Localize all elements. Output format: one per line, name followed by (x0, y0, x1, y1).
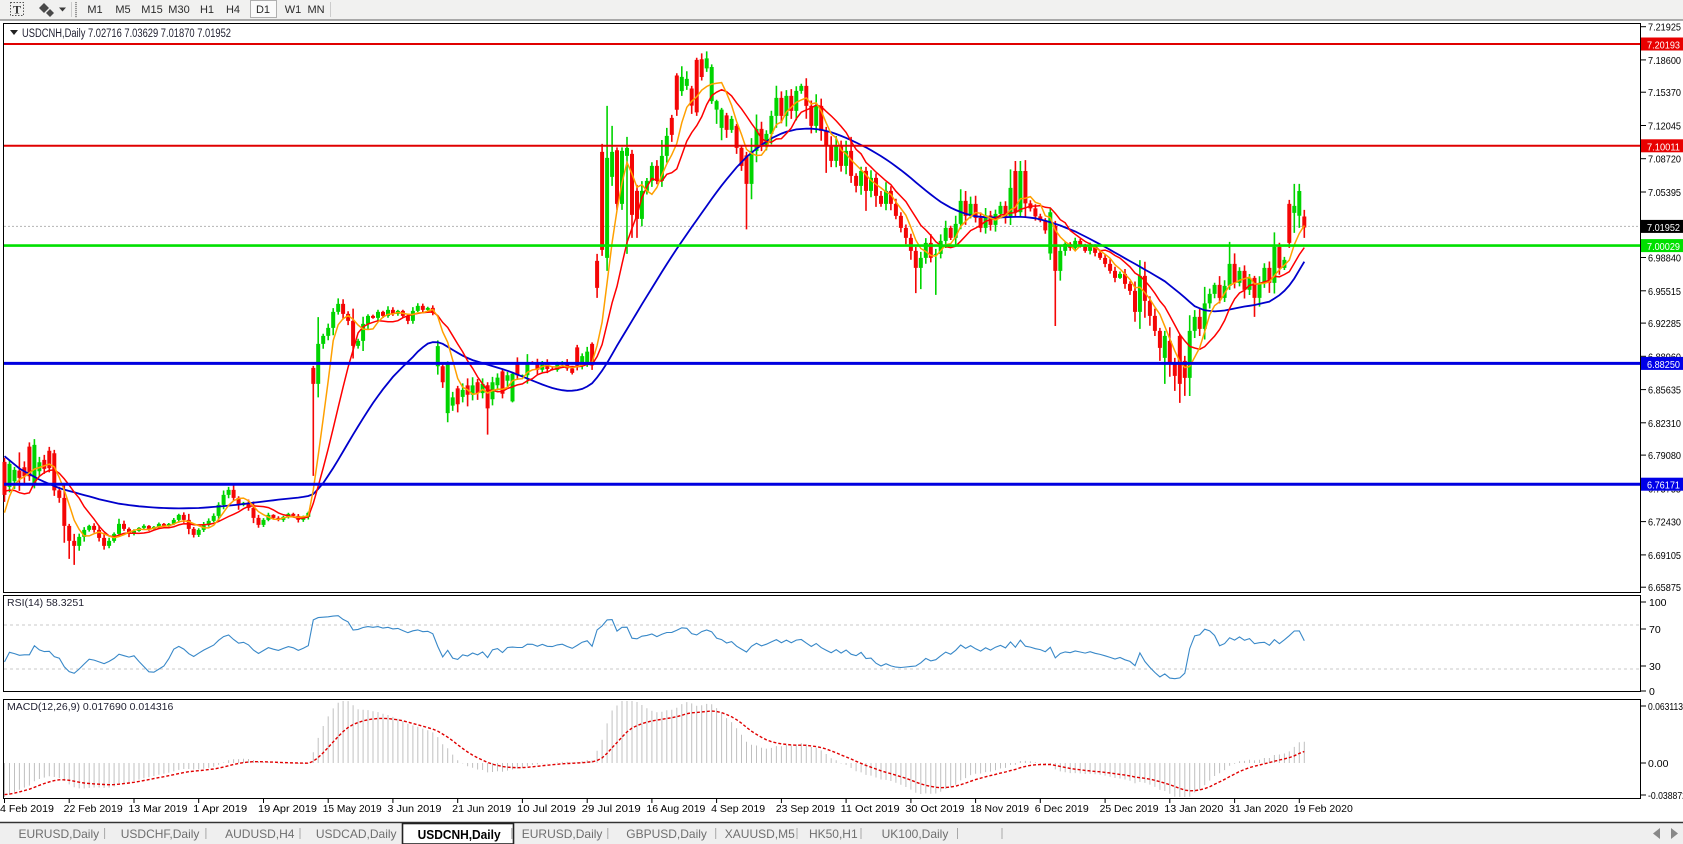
svg-text:23 Sep 2019: 23 Sep 2019 (776, 803, 835, 815)
svg-text:18 Nov 2019: 18 Nov 2019 (970, 803, 1029, 815)
svg-text:MN: MN (307, 4, 324, 16)
svg-text:6.69105: 6.69105 (1648, 550, 1681, 562)
svg-text:30 Oct 2019: 30 Oct 2019 (905, 803, 964, 815)
svg-text:6.95515: 6.95515 (1648, 286, 1681, 298)
svg-text:3 Jun 2019: 3 Jun 2019 (387, 803, 441, 815)
svg-text:15 May 2019: 15 May 2019 (323, 803, 382, 815)
svg-text:6.85635: 6.85635 (1648, 385, 1681, 397)
svg-text:22 Feb 2019: 22 Feb 2019 (64, 803, 123, 815)
svg-text:RSI(14) 58.3251: RSI(14) 58.3251 (7, 597, 84, 609)
svg-text:M1: M1 (87, 4, 102, 16)
svg-text:13 Jan 2020: 13 Jan 2020 (1164, 803, 1223, 815)
svg-text:4 Sep 2019: 4 Sep 2019 (711, 803, 765, 815)
svg-text:25 Dec 2019: 25 Dec 2019 (1100, 803, 1159, 815)
svg-text:M30: M30 (168, 4, 189, 16)
svg-text:6.98840: 6.98840 (1648, 253, 1681, 265)
svg-text:0.00: 0.00 (1648, 758, 1669, 770)
svg-text:13 Mar 2019: 13 Mar 2019 (129, 803, 188, 815)
svg-text:29 Jul 2019: 29 Jul 2019 (582, 803, 641, 815)
svg-text:7.08720: 7.08720 (1648, 154, 1681, 166)
svg-text:6.79080: 6.79080 (1648, 450, 1681, 462)
svg-text:7.12045: 7.12045 (1648, 121, 1681, 133)
svg-text:19 Feb 2020: 19 Feb 2020 (1294, 803, 1353, 815)
svg-text:XAUUSD,M5: XAUUSD,M5 (725, 827, 795, 841)
svg-text:31 Jan 2020: 31 Jan 2020 (1229, 803, 1288, 815)
svg-text:21 Jun 2019: 21 Jun 2019 (452, 803, 511, 815)
svg-text:10 Jul 2019: 10 Jul 2019 (517, 803, 576, 815)
svg-text:D1: D1 (256, 4, 270, 16)
svg-text:M15: M15 (141, 4, 162, 16)
svg-text:USDCAD,Daily: USDCAD,Daily (316, 827, 397, 841)
svg-text:70: 70 (1649, 624, 1661, 636)
svg-text:19 Apr 2019: 19 Apr 2019 (258, 803, 317, 815)
svg-text:-0.038872: -0.038872 (1648, 790, 1683, 802)
svg-text:1 Apr 2019: 1 Apr 2019 (193, 803, 247, 815)
svg-text:7.21925: 7.21925 (1648, 22, 1681, 34)
svg-text:7.20193: 7.20193 (1647, 40, 1680, 52)
svg-text:USDCNH,Daily 7.02716 7.03629: USDCNH,Daily 7.02716 7.03629 7.01870 7.0… (22, 28, 231, 40)
svg-text:T: T (13, 3, 21, 17)
svg-text:7.00029: 7.00029 (1647, 241, 1680, 253)
svg-text:7.01952: 7.01952 (1647, 222, 1680, 234)
svg-text:100: 100 (1649, 597, 1667, 609)
svg-text:GBPUSD,Daily: GBPUSD,Daily (626, 827, 707, 841)
svg-text:HK50,H1: HK50,H1 (809, 827, 858, 841)
svg-text:6.72430: 6.72430 (1648, 517, 1681, 529)
svg-text:6.92285: 6.92285 (1648, 318, 1681, 330)
svg-text:USDCNH,Daily: USDCNH,Daily (418, 828, 501, 842)
svg-text:11 Oct 2019: 11 Oct 2019 (841, 803, 900, 815)
svg-text:4 Feb 2019: 4 Feb 2019 (0, 803, 54, 815)
svg-text:0: 0 (1649, 686, 1655, 698)
svg-text:H1: H1 (200, 4, 214, 16)
svg-text:0.063113: 0.063113 (1648, 701, 1683, 713)
svg-text:7.15370: 7.15370 (1648, 87, 1681, 99)
svg-text:6.88250: 6.88250 (1647, 359, 1680, 371)
svg-text:AUDUSD,H4: AUDUSD,H4 (225, 827, 295, 841)
svg-text:16 Aug 2019: 16 Aug 2019 (646, 803, 705, 815)
svg-text:6.82310: 6.82310 (1648, 418, 1681, 430)
svg-text:H4: H4 (226, 4, 240, 16)
svg-text:W1: W1 (285, 4, 302, 16)
svg-text:EURUSD,Daily: EURUSD,Daily (522, 827, 603, 841)
svg-text:6.65875: 6.65875 (1648, 582, 1681, 594)
svg-text:7.05395: 7.05395 (1648, 187, 1681, 199)
svg-text:7.18600: 7.18600 (1648, 55, 1681, 67)
svg-text:UK100,Daily: UK100,Daily (882, 827, 949, 841)
svg-text:30: 30 (1649, 661, 1661, 673)
svg-text:USDCHF,Daily: USDCHF,Daily (121, 827, 200, 841)
svg-text:7.10011: 7.10011 (1647, 141, 1680, 153)
svg-text:EURUSD,Daily: EURUSD,Daily (18, 827, 99, 841)
svg-text:M5: M5 (115, 4, 130, 16)
svg-text:MACD(12,26,9) 0.017690 0.01431: MACD(12,26,9) 0.017690 0.014316 (7, 701, 174, 713)
svg-text:6.76171: 6.76171 (1647, 480, 1680, 492)
svg-text:6 Dec 2019: 6 Dec 2019 (1035, 803, 1089, 815)
